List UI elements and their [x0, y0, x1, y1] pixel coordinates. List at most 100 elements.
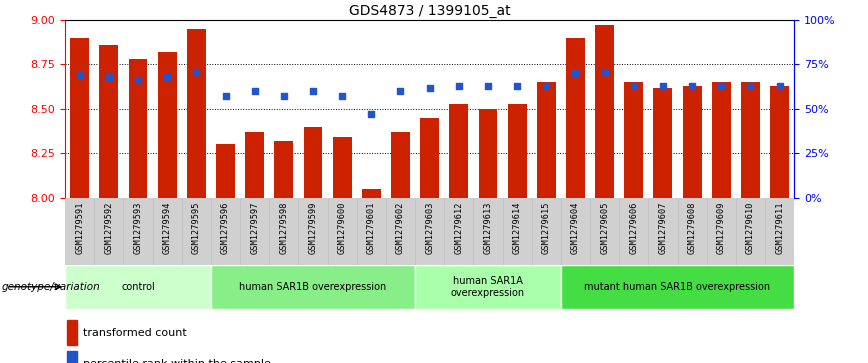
- Title: GDS4873 / 1399105_at: GDS4873 / 1399105_at: [349, 4, 510, 17]
- Bar: [619, 198, 648, 265]
- Point: [189, 69, 203, 74]
- Text: GSM1279606: GSM1279606: [629, 201, 638, 254]
- Bar: [678, 198, 707, 265]
- Bar: [67, 321, 76, 345]
- Text: GSM1279609: GSM1279609: [717, 201, 726, 254]
- Bar: [327, 198, 357, 265]
- Bar: [648, 198, 678, 265]
- Bar: [181, 198, 211, 265]
- Text: GSM1279607: GSM1279607: [659, 201, 667, 254]
- Point: [73, 72, 87, 78]
- Text: control: control: [122, 282, 155, 292]
- Text: GSM1279597: GSM1279597: [250, 201, 260, 254]
- Bar: [158, 52, 177, 198]
- Bar: [736, 198, 765, 265]
- Text: genotype/variation: genotype/variation: [2, 282, 101, 292]
- Bar: [187, 29, 206, 198]
- Bar: [95, 198, 123, 265]
- Bar: [682, 86, 701, 198]
- Point: [539, 83, 553, 89]
- Bar: [304, 127, 323, 198]
- Point: [365, 111, 378, 117]
- Point: [306, 88, 320, 94]
- Text: GSM1279601: GSM1279601: [367, 201, 376, 254]
- Bar: [99, 45, 118, 198]
- Bar: [770, 86, 789, 198]
- Point: [744, 83, 758, 89]
- Bar: [765, 198, 794, 265]
- Point: [714, 83, 728, 89]
- Bar: [503, 198, 532, 265]
- Text: GSM1279594: GSM1279594: [162, 201, 172, 254]
- Bar: [532, 198, 561, 265]
- Bar: [444, 198, 473, 265]
- Bar: [590, 198, 619, 265]
- Bar: [211, 198, 240, 265]
- Text: GSM1279599: GSM1279599: [308, 201, 318, 254]
- Bar: [70, 38, 89, 198]
- Text: GSM1279591: GSM1279591: [76, 201, 84, 254]
- Bar: [123, 198, 153, 265]
- Bar: [357, 198, 386, 265]
- Bar: [216, 144, 235, 198]
- Bar: [362, 189, 381, 198]
- Point: [627, 83, 641, 89]
- Text: GSM1279593: GSM1279593: [134, 201, 142, 254]
- Point: [452, 83, 466, 89]
- Bar: [65, 198, 95, 265]
- Bar: [269, 198, 299, 265]
- Bar: [561, 198, 590, 265]
- Bar: [712, 82, 731, 198]
- Bar: [332, 137, 352, 198]
- Bar: [654, 87, 673, 198]
- Point: [423, 85, 437, 90]
- Text: GSM1279615: GSM1279615: [542, 201, 551, 254]
- Bar: [707, 198, 736, 265]
- Text: GSM1279605: GSM1279605: [600, 201, 609, 254]
- Point: [335, 94, 349, 99]
- Point: [393, 88, 407, 94]
- Text: GSM1279603: GSM1279603: [425, 201, 434, 254]
- Bar: [420, 118, 439, 198]
- Text: percentile rank within the sample: percentile rank within the sample: [82, 359, 271, 363]
- Text: GSM1279596: GSM1279596: [221, 201, 230, 254]
- Text: GSM1279602: GSM1279602: [396, 201, 405, 254]
- Bar: [391, 132, 410, 198]
- Bar: [473, 198, 503, 265]
- Text: GSM1279595: GSM1279595: [192, 201, 201, 254]
- Bar: [274, 141, 293, 198]
- Text: GSM1279614: GSM1279614: [513, 201, 522, 254]
- Point: [685, 83, 699, 89]
- Point: [219, 94, 233, 99]
- Bar: [415, 198, 444, 265]
- Bar: [240, 198, 269, 265]
- Bar: [536, 82, 556, 198]
- Text: GSM1279592: GSM1279592: [104, 201, 114, 254]
- Bar: [65, 265, 211, 309]
- Text: GSM1279610: GSM1279610: [746, 201, 755, 254]
- Point: [656, 83, 670, 89]
- Bar: [211, 265, 415, 309]
- Text: GSM1279608: GSM1279608: [687, 201, 697, 254]
- Point: [247, 88, 261, 94]
- Bar: [450, 103, 469, 198]
- Bar: [561, 265, 794, 309]
- Point: [481, 83, 495, 89]
- Bar: [415, 265, 561, 309]
- Text: transformed count: transformed count: [82, 328, 187, 338]
- Text: GSM1279611: GSM1279611: [775, 201, 784, 254]
- Text: GSM1279600: GSM1279600: [338, 201, 346, 254]
- Point: [510, 83, 524, 89]
- Point: [569, 70, 582, 76]
- Point: [773, 83, 786, 89]
- Text: GSM1279613: GSM1279613: [483, 201, 492, 254]
- Bar: [624, 82, 643, 198]
- Text: GSM1279612: GSM1279612: [454, 201, 464, 254]
- Bar: [299, 198, 327, 265]
- Text: human SAR1B overexpression: human SAR1B overexpression: [240, 282, 386, 292]
- Point: [598, 69, 612, 74]
- Bar: [386, 198, 415, 265]
- Text: mutant human SAR1B overexpression: mutant human SAR1B overexpression: [584, 282, 771, 292]
- Bar: [128, 59, 148, 198]
- Text: GSM1279604: GSM1279604: [571, 201, 580, 254]
